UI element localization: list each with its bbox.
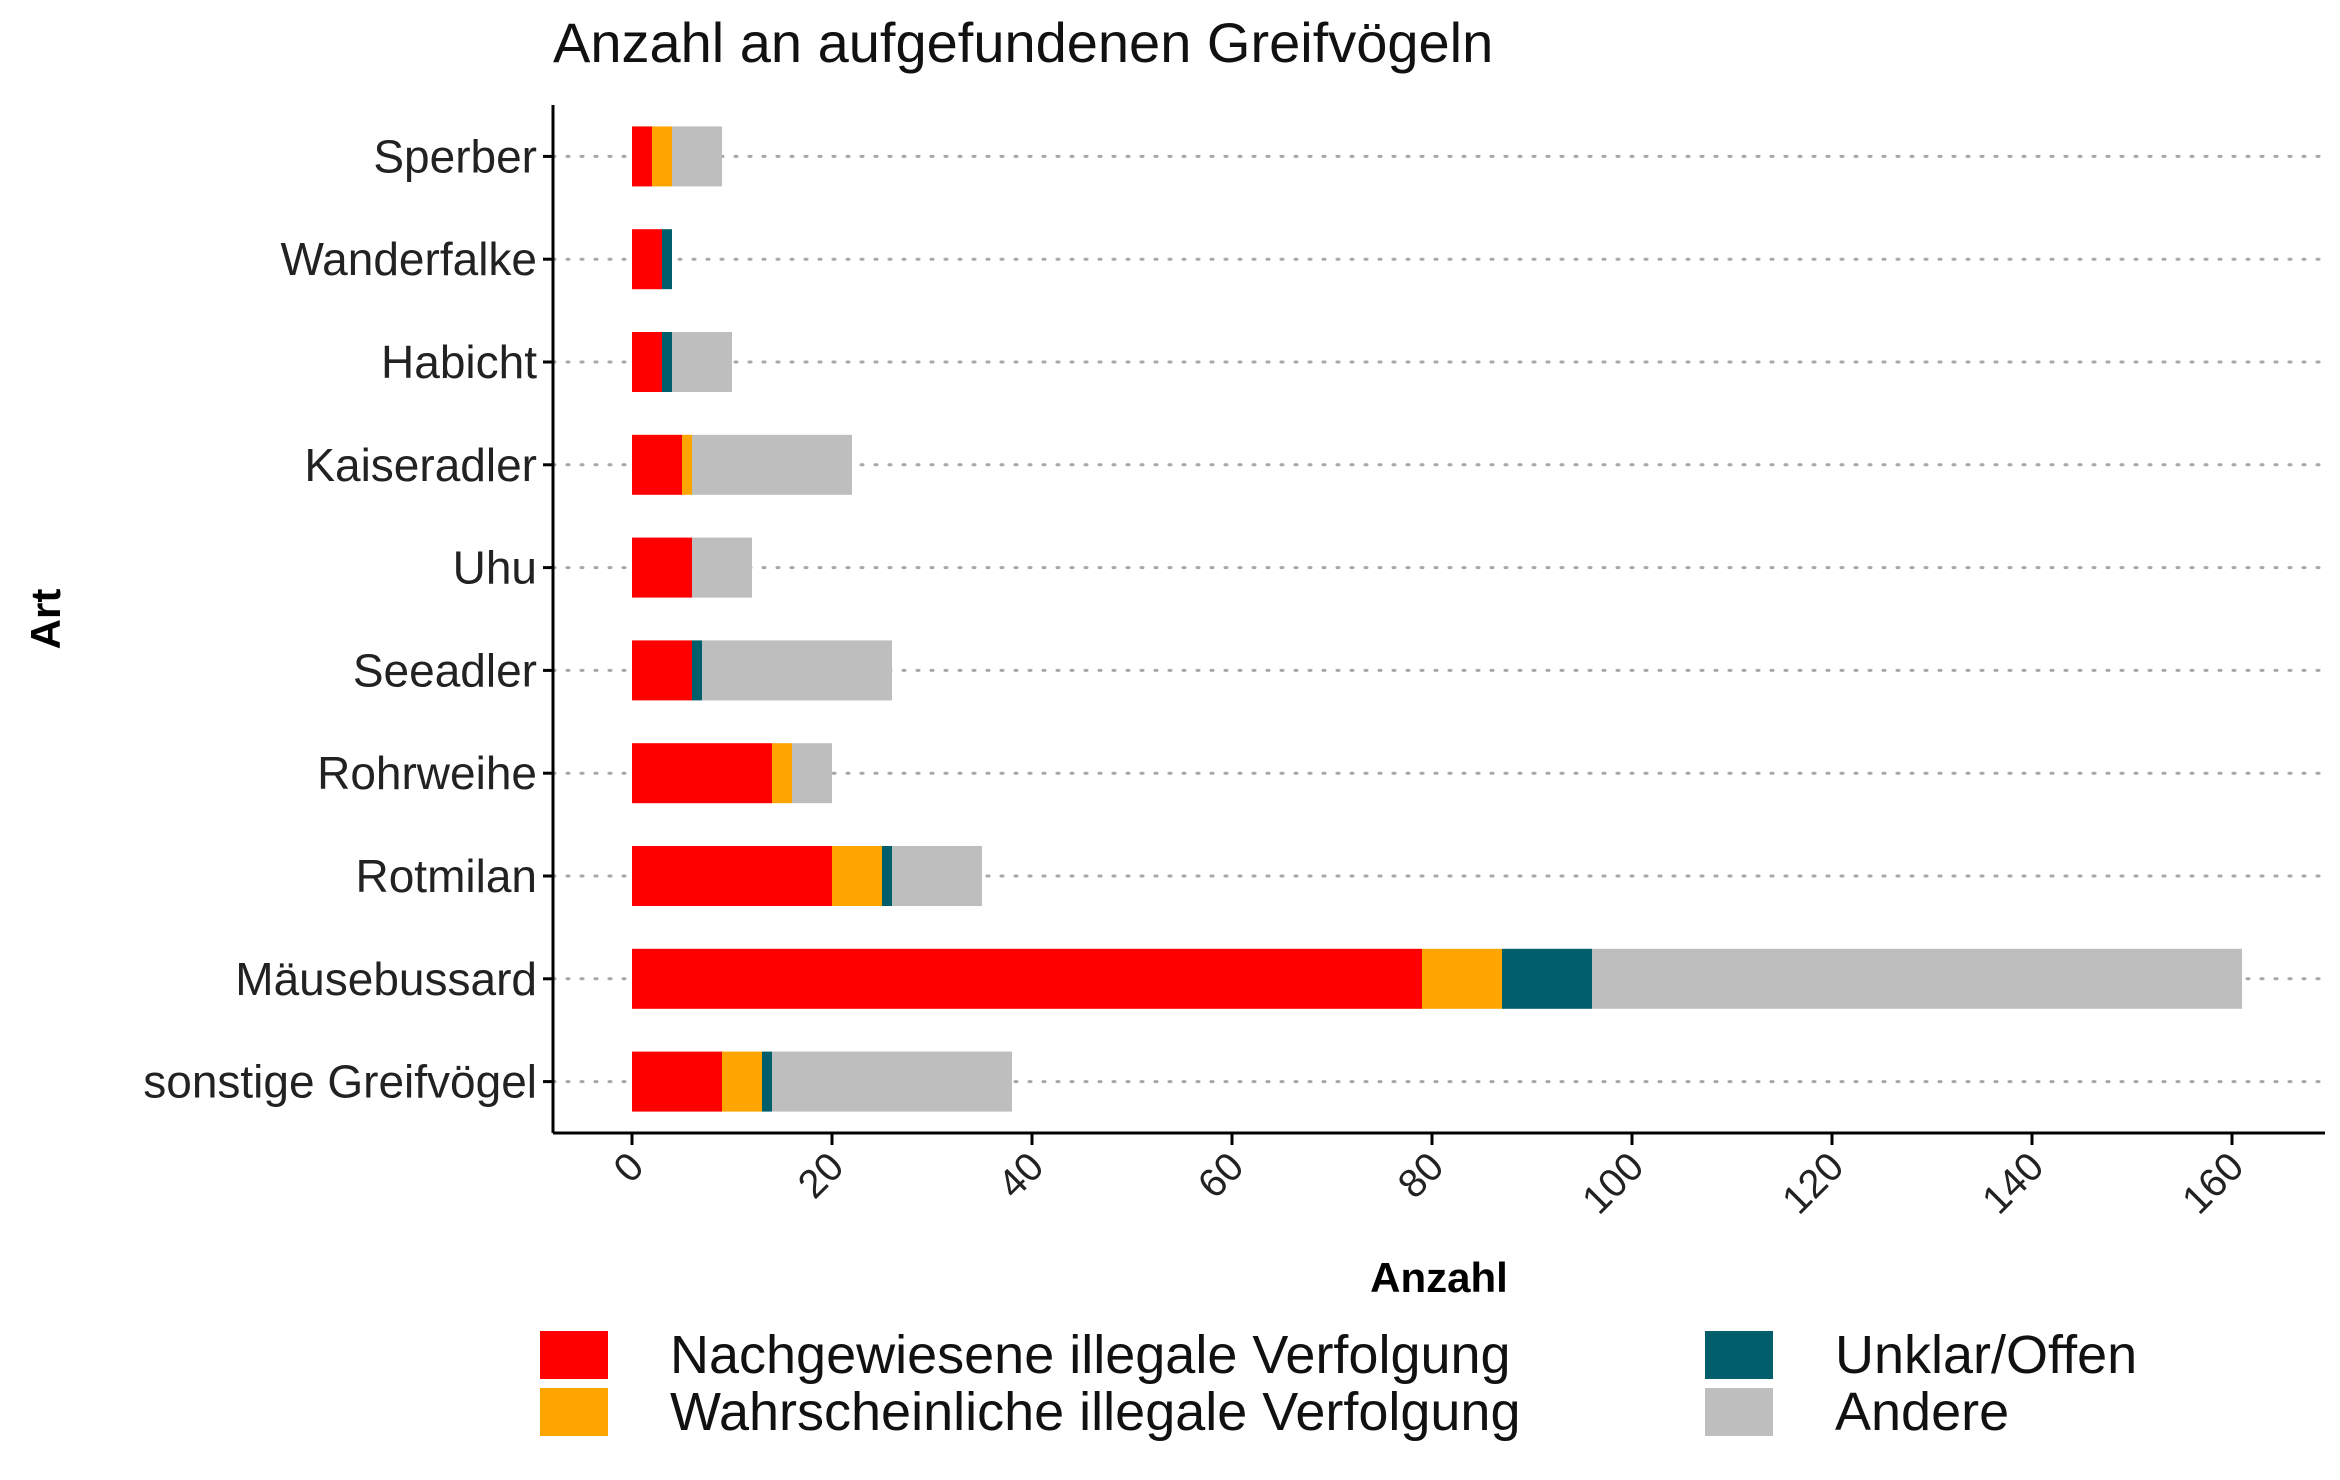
bar-segment <box>632 126 652 187</box>
bar-segment <box>632 332 662 392</box>
legend-label: Wahrscheinliche illegale Verfolgung <box>670 1382 1521 1442</box>
bar-segment <box>662 229 672 290</box>
gridlines <box>551 154 2327 1084</box>
legend-swatch <box>540 1388 608 1436</box>
bar-segment <box>692 434 852 495</box>
bar-segment <box>722 1051 762 1112</box>
y-tick-label: Mäusebussard <box>235 953 537 1005</box>
bar-segment <box>762 1051 772 1112</box>
x-tick-label: 140 <box>1974 1144 2052 1222</box>
bar-segment <box>632 537 692 598</box>
bar-segment <box>772 1051 1012 1112</box>
x-tick-label: 80 <box>1390 1144 1453 1207</box>
bar-segment <box>632 948 1422 1009</box>
legend-swatch <box>540 1331 608 1379</box>
y-tick-label: Habicht <box>381 336 537 388</box>
y-tick-label: Kaiseradler <box>304 439 537 491</box>
bar-segment <box>1502 948 1592 1009</box>
legend-label: Nachgewiesene illegale Verfolgung <box>670 1325 1511 1385</box>
legend-swatch <box>1705 1331 1773 1379</box>
bar-segment <box>702 640 892 701</box>
bar-segment <box>672 332 732 392</box>
y-tick-label: Seeadler <box>353 644 537 696</box>
bar-segment <box>1592 948 2242 1009</box>
y-tick-label: sonstige Greifvögel <box>143 1056 537 1108</box>
bar-segment <box>652 126 672 187</box>
bar-segment <box>692 537 752 598</box>
bar-segment <box>682 434 692 495</box>
x-tick-label: 20 <box>790 1144 853 1207</box>
bar-segment <box>632 229 662 290</box>
bar-segment <box>662 332 672 392</box>
bar-segment <box>882 846 892 906</box>
y-tick-label: Wanderfalke <box>280 233 537 285</box>
x-tick-label: 40 <box>990 1144 1053 1207</box>
bar-segment <box>892 846 982 906</box>
bar-segment <box>632 743 772 804</box>
bar-segment <box>632 1051 722 1112</box>
bars <box>632 126 2242 1112</box>
x-tick-label: 100 <box>1574 1144 1652 1222</box>
y-tick-label: Rotmilan <box>355 850 537 902</box>
legend: Nachgewiesene illegale VerfolgungWahrsch… <box>540 1325 2137 1442</box>
bar-segment <box>672 126 722 187</box>
legend-label: Andere <box>1835 1382 2009 1442</box>
y-tick-label: Sperber <box>373 130 537 182</box>
bar-segment <box>1422 948 1502 1009</box>
legend-swatch <box>1705 1388 1773 1436</box>
bar-segment <box>772 743 792 804</box>
y-axis: Sperber Wanderfalke Habicht Kaiseradler Uhu S… <box>143 130 553 1108</box>
x-tick-label: 120 <box>1774 1144 1852 1222</box>
bar-segment <box>692 640 702 701</box>
y-tick-label: Uhu <box>453 542 537 594</box>
y-axis-title: Art <box>22 589 69 650</box>
x-tick-label: 160 <box>2174 1144 2252 1222</box>
x-tick-label: 60 <box>1190 1144 1253 1207</box>
bar-segment <box>632 846 832 906</box>
x-axis: 0 20 40 60 80 100 120 140 160 <box>606 1133 2252 1223</box>
chart-title: Anzahl an aufgefundenen Greifvögeln <box>553 11 1493 74</box>
legend-label: Unklar/Offen <box>1835 1325 2137 1385</box>
x-tick-label: 0 <box>606 1144 653 1191</box>
bar-segment <box>632 640 692 701</box>
x-axis-title: Anzahl <box>1370 1254 1508 1301</box>
bar-segment <box>832 846 882 906</box>
y-tick-label: Rohrweihe <box>317 747 537 799</box>
bar-segment <box>632 434 682 495</box>
bar-segment <box>792 743 832 804</box>
